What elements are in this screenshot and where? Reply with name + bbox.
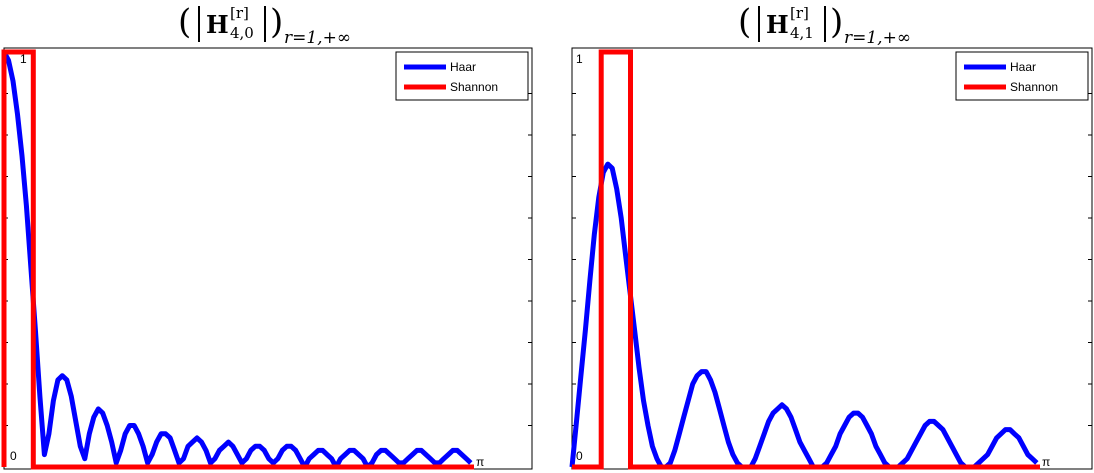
title-range: r=1,+∞ (844, 28, 911, 48)
title-subscript: 4,1 (790, 24, 814, 42)
haar-series-line (569, 161, 1039, 470)
y-tick-label-bottom: 0 (10, 449, 17, 463)
legend: Haar Shannon (955, 51, 1089, 101)
y-tick-label-bottom: 0 (576, 449, 583, 463)
y-tick-label-top: 1 (576, 52, 583, 66)
title-close-paren: ) (830, 2, 844, 42)
title-abs-bar-right (824, 6, 826, 42)
title-superscript: [r] (230, 4, 249, 22)
chart-panel-h40: ( H [r] 4,0 ) r=1,+∞ 1 0 π Haar Shannon (0, 0, 540, 473)
title-abs-bar-right (264, 6, 266, 42)
axis-ticks (572, 93, 1092, 426)
title-open-paren: ( (178, 2, 192, 42)
chart-title: ( H [r] 4,0 ) r=1,+∞ (140, 0, 410, 48)
y-tick-label-top: 1 (20, 52, 27, 66)
title-main-symbol: H (766, 10, 789, 39)
title-superscript: [r] (790, 4, 809, 22)
axes-box (571, 47, 1093, 470)
plot-area: 1 0 π Haar Shannon (569, 47, 1093, 470)
axes-box (3, 47, 533, 470)
title-main-symbol: H (206, 10, 229, 39)
title-abs-bar-left (758, 6, 760, 42)
title-subscript: 4,0 (230, 24, 254, 42)
title-abs-bar-left (198, 6, 200, 42)
legend-label-shannon: Shannon (450, 80, 498, 94)
chart-title: ( H [r] 4,1 ) r=1,+∞ (700, 0, 970, 48)
plot-area: 1 0 π Haar Shannon (1, 47, 533, 470)
title-open-paren: ( (738, 2, 752, 42)
chart-panel-h41: ( H [r] 4,1 ) r=1,+∞ 1 0 π Haar Shannon (560, 0, 1094, 473)
legend-label-shannon: Shannon (1010, 80, 1058, 94)
shannon-series-line (572, 49, 1040, 470)
x-tick-label-end: π (1042, 455, 1050, 469)
legend-box (395, 51, 529, 101)
title-range: r=1,+∞ (284, 28, 351, 48)
legend-box (955, 51, 1089, 101)
legend-label-haar: Haar (1010, 60, 1036, 74)
title-close-paren: ) (270, 2, 284, 42)
legend-label-haar: Haar (450, 60, 476, 74)
x-tick-label-end: π (476, 455, 484, 469)
legend: Haar Shannon (395, 51, 529, 101)
haar-series-line (1, 50, 473, 470)
shannon-series-line (1, 49, 474, 470)
